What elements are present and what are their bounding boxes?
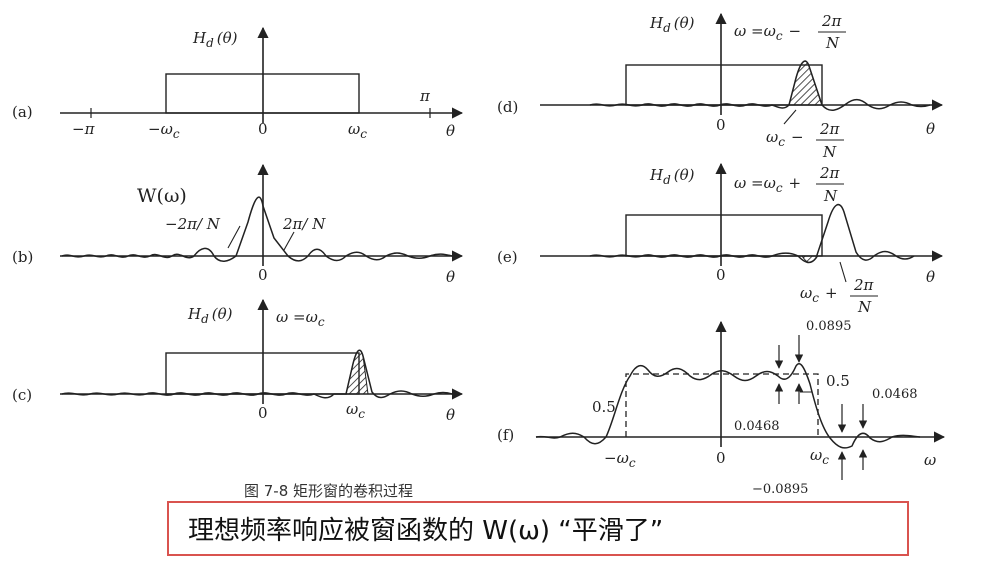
panel-c-y-label: Hd (θ) — [187, 305, 233, 326]
panel-d-ideal-response — [625, 64, 823, 106]
panel-d-omega-eq: ω =ωc − — [734, 22, 801, 43]
panel-f-tag: (f) — [497, 426, 514, 444]
panel-d-tag: (d) — [497, 98, 518, 116]
panel-b-right-width: 2π/ N — [282, 215, 326, 233]
panel-f-wc: ωc — [810, 446, 829, 467]
panel-f-ideal-response-dashed — [625, 373, 819, 437]
panel-d-low-label: ωc − — [766, 128, 804, 149]
panel-a-neg-wc: −ωc — [148, 120, 180, 141]
panel-a-tag: (a) — [12, 103, 33, 121]
panel-d-low-num: 2π — [819, 120, 841, 138]
panel-c-wc: ωc — [346, 400, 365, 421]
panel-c-tag: (c) — [12, 386, 32, 404]
panel-d-low-den: N — [822, 143, 837, 161]
panel-c-convolution — [61, 349, 453, 399]
panel-e-frac-num: 2π — [819, 164, 841, 182]
figure-caption: 图 7-8 矩形窗的卷积过程 — [244, 482, 413, 500]
panel-d: (d) Hd (θ) ω =ωc − 2π N ωc − 2π N 0 θ — [497, 12, 944, 161]
panel-e: (e) Hd (θ) ω =ωc + 2π N ωc + 2π N 0 θ — [497, 162, 944, 316]
panel-f: (f) 0.0895 0.5 0.5 0.0468 0.0468 −0.0895… — [497, 319, 946, 497]
panel-b-zero: 0 — [258, 266, 268, 284]
panel-d-zero: 0 — [716, 116, 726, 134]
panel-f-v0468-top: 0.0468 — [872, 387, 918, 402]
panel-c-theta: θ — [446, 406, 455, 424]
panel-a-pi: π — [419, 87, 431, 105]
panel-b-tag: (b) — [12, 248, 33, 266]
panel-b-left-width: −2π/ N — [165, 215, 221, 233]
panel-f-zero: 0 — [716, 449, 726, 467]
panel-a-ideal-response — [165, 73, 360, 114]
banner-box — [167, 501, 909, 556]
panel-f-v05-right: 0.5 — [826, 372, 850, 390]
panel-e-convolution — [589, 203, 915, 264]
panel-c-omega-eq: ω =ωc — [276, 308, 325, 329]
panel-f-v0468-mid: 0.0468 — [734, 419, 780, 434]
panel-c: (c) Hd (θ) ω =ωc ωc 0 θ — [12, 298, 464, 424]
panel-f-neg-wc: −ωc — [604, 449, 636, 470]
panel-a-y-label: Hd (θ) — [192, 29, 238, 50]
panel-a-wc: ωc — [348, 120, 367, 141]
panel-c-zero: 0 — [258, 404, 268, 422]
panel-f-v05-left: 0.5 — [592, 398, 616, 416]
panel-a-zero: 0 — [258, 120, 268, 138]
panel-b-title: W(ω) — [137, 185, 187, 207]
panel-e-low-label: ωc + — [800, 284, 838, 305]
panel-b-window-spectrum — [61, 196, 453, 262]
panel-d-convolution — [589, 60, 931, 111]
panel-e-y-label: Hd (θ) — [649, 166, 695, 187]
panel-e-low-den: N — [857, 298, 872, 316]
panel-c-hatched-mainlobe — [345, 349, 369, 395]
panel-d-y-label: Hd (θ) — [649, 14, 695, 35]
panel-b: (b) W(ω) −2π/ N 2π/ N 0 θ — [12, 163, 464, 286]
panel-e-ideal-response — [625, 214, 823, 257]
panel-e-omega-eq: ω =ωc + — [734, 174, 801, 195]
panel-f-v0895: 0.0895 — [806, 319, 852, 334]
panel-e-theta: θ — [926, 268, 935, 286]
panel-a: (a) Hd (θ) −π π −ωc 0 ωc θ — [12, 26, 464, 141]
panel-d-frac-num: 2π — [821, 12, 843, 30]
panel-e-low-num: 2π — [853, 276, 875, 294]
panel-f-smoothed-response — [535, 363, 921, 449]
panel-a-neg-pi: −π — [72, 120, 96, 138]
panel-e-zero: 0 — [716, 266, 726, 284]
panel-f-omega: ω — [924, 451, 936, 469]
panel-d-theta: θ — [926, 120, 935, 138]
panel-d-frac-den: N — [825, 34, 840, 52]
panel-b-theta: θ — [446, 268, 455, 286]
panel-a-theta: θ — [446, 122, 455, 140]
banner-text: 理想频率响应被窗函数的 W(ω) “平滑了” — [188, 516, 663, 546]
panel-e-tag: (e) — [497, 248, 518, 266]
panel-e-frac-den: N — [823, 187, 838, 205]
panel-f-vneg0895: −0.0895 — [752, 482, 808, 497]
